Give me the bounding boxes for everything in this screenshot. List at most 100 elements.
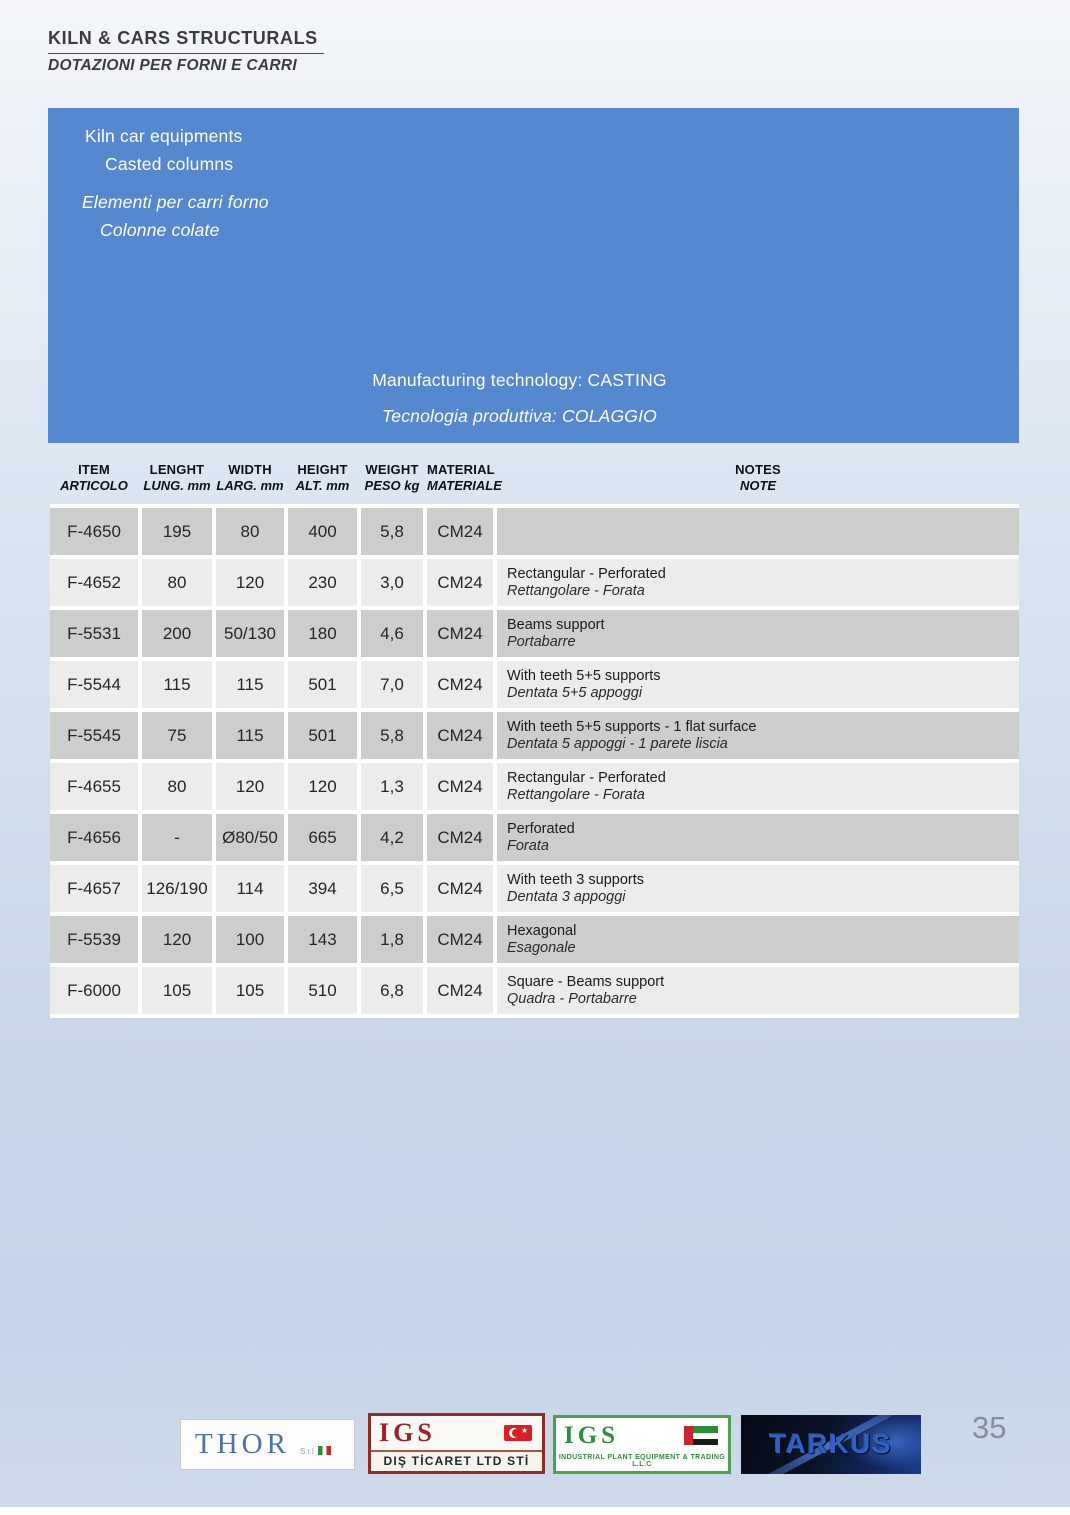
item-cell: F-5544: [50, 661, 138, 708]
banner-technology-it: Tecnologia produttiva: COLAGGIO: [382, 406, 657, 426]
column-header-weight: WEIGHT PESO kg: [364, 462, 420, 493]
weight-cell: 1,8: [361, 916, 423, 963]
note-english: With teeth 3 supports: [507, 872, 645, 888]
material-cell: CM24: [427, 508, 493, 555]
weight-cell: 4,6: [361, 610, 423, 657]
page-title: KILN & CARS STRUCTURALS: [48, 28, 318, 48]
igs-uae-caption: INDUSTRIAL PLANT EQUIPMENT & TRADING L.L…: [558, 1454, 726, 1468]
table-row: F-4657 126/190 114 394 6,5 CM24 With tee…: [50, 865, 1019, 912]
note-italian: Dentata 5 appoggi - 1 parete liscia: [507, 736, 728, 752]
width-cell: Ø80/50: [216, 814, 284, 861]
weight-cell: 4,2: [361, 814, 423, 861]
notes-cell: Beams support Portabarre: [497, 610, 1019, 657]
notes-cell: [497, 508, 1019, 555]
italy-flag-icon: [317, 1446, 331, 1455]
note-english: Square - Beams support: [507, 974, 665, 990]
height-cell: 510: [288, 967, 357, 1014]
notes-cell: Rectangular - Perforated Rettangolare - …: [497, 559, 1019, 606]
thor-logo: THOR S.r.l: [180, 1419, 355, 1470]
length-cell: 105: [142, 967, 212, 1014]
column-header-item: ITEM ARTICOLO: [60, 462, 128, 493]
note-italian: Esagonale: [507, 940, 576, 956]
item-cell: F-4657: [50, 865, 138, 912]
width-cell: 100: [216, 916, 284, 963]
note-italian: Rettangolare - Forata: [507, 787, 645, 803]
length-cell: 80: [142, 559, 212, 606]
note-italian: Dentata 5+5 appoggi: [507, 685, 643, 701]
width-cell: 120: [216, 763, 284, 810]
column-header-length: LENGHT LUNG. mm: [143, 462, 211, 493]
item-cell: F-4656: [50, 814, 138, 861]
thor-srl-text: S.r.l: [299, 1447, 314, 1456]
material-cell: CM24: [427, 865, 493, 912]
length-cell: 120: [142, 916, 212, 963]
material-cell: CM24: [427, 967, 493, 1014]
table-row: F-6000 105 105 510 6,8 CM24 Square - Bea…: [50, 967, 1019, 1014]
item-cell: F-4652: [50, 559, 138, 606]
igs-turkey-logo-text: IGS: [379, 1418, 436, 1447]
length-cell: -: [142, 814, 212, 861]
note-english: Perforated: [507, 821, 575, 837]
width-cell: 50/130: [216, 610, 284, 657]
notes-cell: Perforated Forata: [497, 814, 1019, 861]
material-cell: CM24: [427, 610, 493, 657]
product-banner: Kiln car equipments Casted columns Eleme…: [48, 108, 1019, 443]
table-header: ITEM ARTICOLO LENGHT LUNG. mm WIDTH LARG…: [50, 462, 1019, 493]
table-row: F-4652 80 120 230 3,0 CM24 Rectangular -…: [50, 559, 1019, 606]
table-row: F-4650 195 80 400 5,8 CM24: [50, 508, 1019, 555]
height-cell: 230: [288, 559, 357, 606]
width-cell: 80: [216, 508, 284, 555]
length-cell: 80: [142, 763, 212, 810]
length-cell: 115: [142, 661, 212, 708]
height-cell: 501: [288, 712, 357, 759]
item-cell: F-4650: [50, 508, 138, 555]
note-italian: Quadra - Portabarre: [507, 991, 637, 1007]
bottom-margin: [0, 1507, 1070, 1515]
column-header-height: HEIGHT ALT. mm: [295, 462, 350, 493]
item-cell: F-5545: [50, 712, 138, 759]
material-cell: CM24: [427, 712, 493, 759]
weight-cell: 5,8: [361, 508, 423, 555]
notes-cell: Square - Beams support Quadra - Portabar…: [497, 967, 1019, 1014]
material-cell: CM24: [427, 916, 493, 963]
notes-cell: Rectangular - Perforated Rettangolare - …: [497, 763, 1019, 810]
width-cell: 115: [216, 661, 284, 708]
column-header-notes: NOTES NOTE: [735, 462, 781, 493]
item-cell: F-5539: [50, 916, 138, 963]
material-cell: CM24: [427, 763, 493, 810]
notes-cell: With teeth 5+5 supports - 1 flat surface…: [497, 712, 1019, 759]
tarkus-logo-text: TARKUS: [769, 1429, 893, 1459]
weight-cell: 1,3: [361, 763, 423, 810]
height-cell: 501: [288, 661, 357, 708]
note-english: Rectangular - Perforated: [507, 770, 666, 786]
table-row: F-5544 115 115 501 7,0 CM24 With teeth 5…: [50, 661, 1019, 708]
notes-cell: With teeth 3 supports Dentata 3 appoggi: [497, 865, 1019, 912]
height-cell: 120: [288, 763, 357, 810]
banner-heading-en-2: Casted columns: [105, 154, 234, 174]
page-number: 35: [972, 1410, 1007, 1445]
note-english: With teeth 5+5 supports - 1 flat surface: [507, 719, 757, 735]
page-header: KILN & CARS STRUCTURALS DOTAZIONI PER FO…: [48, 28, 324, 75]
height-cell: 143: [288, 916, 357, 963]
turkey-flag-icon: ★: [504, 1425, 532, 1441]
material-cell: CM24: [427, 814, 493, 861]
igs-uae-logo-text: IGS: [564, 1422, 620, 1449]
length-cell: 200: [142, 610, 212, 657]
banner-heading-it-2: Colonne colate: [100, 220, 220, 240]
note-italian: Portabarre: [507, 634, 576, 650]
column-header-width: WIDTH LARG. mm: [216, 462, 284, 493]
height-cell: 665: [288, 814, 357, 861]
page-subtitle: DOTAZIONI PER FORNI E CARRI: [48, 57, 297, 74]
material-cell: CM24: [427, 559, 493, 606]
table-row: F-5531 200 50/130 180 4,6 CM24 Beams sup…: [50, 610, 1019, 657]
note-english: Rectangular - Perforated: [507, 566, 666, 582]
note-italian: Forata: [507, 838, 549, 854]
width-cell: 105: [216, 967, 284, 1014]
length-cell: 195: [142, 508, 212, 555]
table-row: F-4655 80 120 120 1,3 CM24 Rectangular -…: [50, 763, 1019, 810]
table-row: F-5545 75 115 501 5,8 CM24 With teeth 5+…: [50, 712, 1019, 759]
material-cell: CM24: [427, 661, 493, 708]
tarkus-logo: TARKUS: [741, 1415, 921, 1474]
banner-heading-it-1: Elementi per carri forno: [82, 192, 269, 212]
notes-cell: With teeth 5+5 supports Dentata 5+5 appo…: [497, 661, 1019, 708]
